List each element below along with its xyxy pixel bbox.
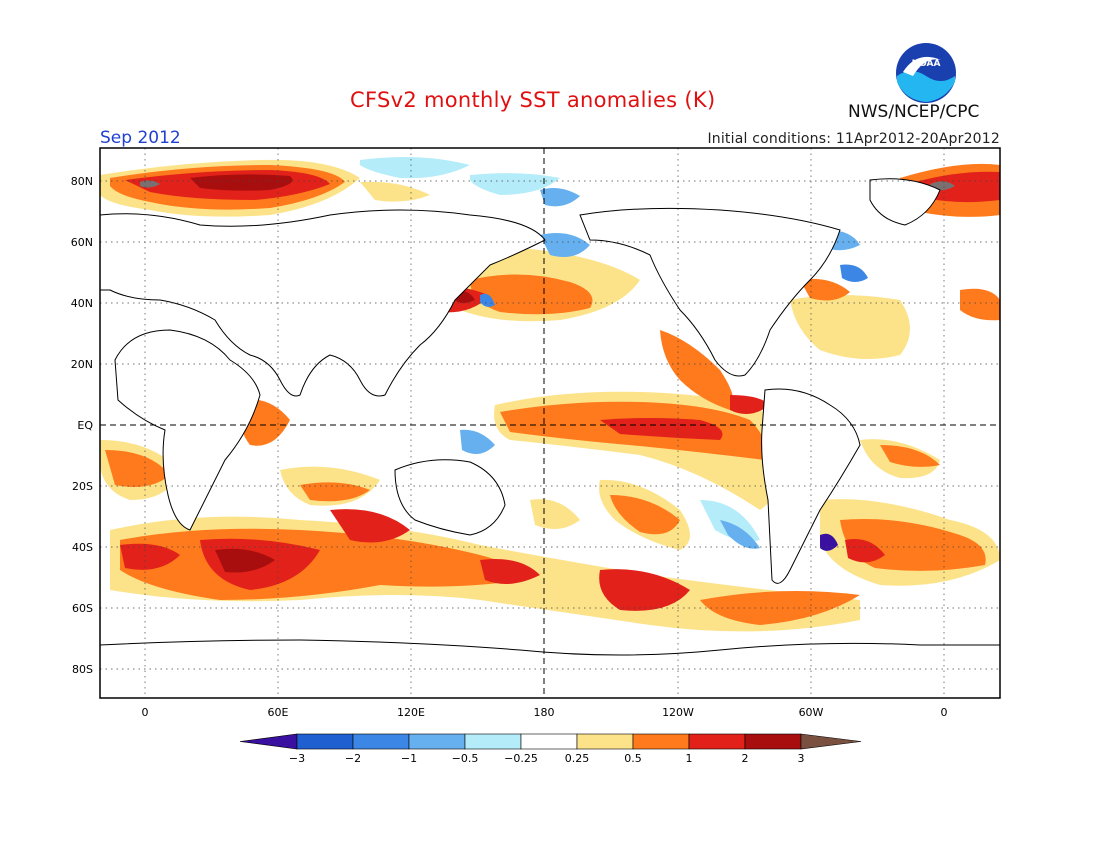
lat-label: 60N [71,236,93,249]
colorbar-swatch [520,733,578,750]
lon-label: 60W [799,706,824,719]
lat-label: 20N [71,358,93,371]
lat-label: 80S [72,663,93,676]
equator-dateline [100,148,1000,698]
colorbar-arrow-right [800,733,862,750]
lon-label: 120W [662,706,694,719]
colorbar-label: 1 [686,752,693,765]
lon-label: 0 [142,706,149,719]
map-title: CFSv2 monthly SST anomalies (K) [350,88,716,112]
graticule [100,148,1000,698]
colorbar-label: 0.25 [565,752,590,765]
colorbar-arrow-left [239,733,298,750]
lon-label: 180 [534,706,555,719]
lat-label: 60S [72,602,93,615]
initial-conditions-label: Initial conditions: 11Apr2012-20Apr2012 [707,131,1000,147]
colorbar-label: 3 [798,752,805,765]
colorbar-swatch [408,733,466,750]
colorbar-label: −0.25 [504,752,538,765]
valid-month-label: Sep 2012 [100,128,181,148]
lat-label: EQ [77,419,93,432]
lon-label: 0 [941,706,948,719]
colorbar: −3 −2 −1 −0.5 −0.25 0.25 0.5 1 2 3 [239,733,862,765]
colorbar-swatch [296,733,354,750]
lat-label: 20S [72,480,93,493]
colorbar-swatch [352,733,410,750]
colorbar-label: −1 [401,752,417,765]
lon-label: 120E [397,706,425,719]
lon-labels: 0 60E 120E 180 120W 60W 0 [142,706,948,719]
lat-label: 80N [71,175,93,188]
lat-labels: 80N 60N 40N 20N EQ 20S 40S 60S 80S [71,175,94,676]
colorbar-swatch [464,733,522,750]
colorbar-swatch [688,733,746,750]
map-frame [99,147,1001,699]
noaa-logo-icon: NOAA [896,43,956,103]
colorbar-label: 2 [742,752,749,765]
lon-label: 60E [268,706,289,719]
svg-text:NOAA: NOAA [912,59,941,69]
colorbar-swatch [632,733,690,750]
colorbar-label: −2 [345,752,361,765]
colorbar-swatch [744,733,802,750]
colorbar-label: −3 [289,752,305,765]
colorbar-swatch [576,733,634,750]
colorbar-label: −0.5 [452,752,479,765]
agency-label: NWS/NCEP/CPC [848,102,980,122]
colorbar-label: 0.5 [624,752,642,765]
lat-label: 40N [71,297,93,310]
lat-label: 40S [72,541,93,554]
